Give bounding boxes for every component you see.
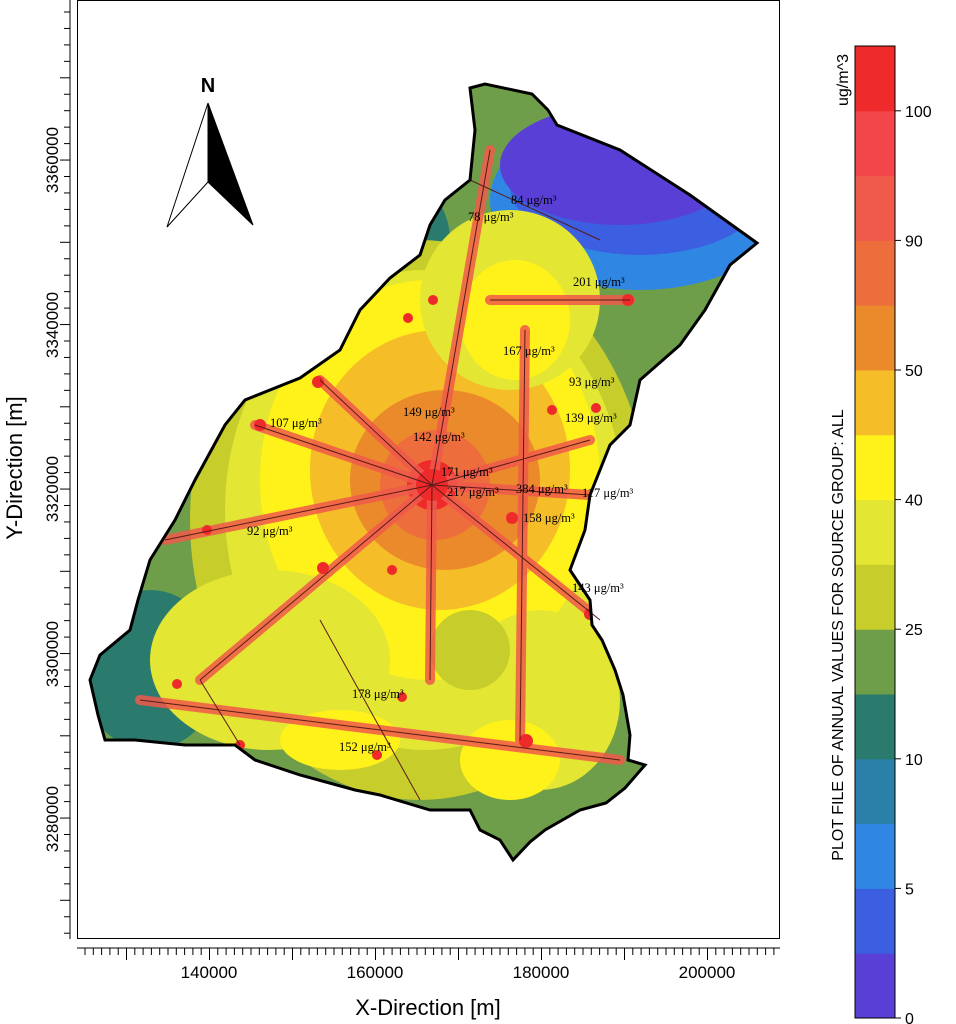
legend-band bbox=[855, 499, 895, 565]
annotation-label: 139 μg/m³ bbox=[565, 411, 617, 425]
legend-band bbox=[855, 434, 895, 501]
legend-band bbox=[855, 46, 895, 112]
y-axis: 3360000 3340000 3320000 3300000 3280000 … bbox=[2, 0, 71, 939]
legend-band bbox=[855, 305, 895, 371]
y-tick-label: 3340000 bbox=[43, 292, 62, 358]
annotation-label: 93 μg/m³ bbox=[569, 375, 615, 389]
legend-band bbox=[855, 370, 895, 436]
annotation-label: 152 μg/m³ bbox=[339, 740, 391, 754]
north-arrow-icon: N bbox=[166, 75, 254, 228]
y-tick-label: 3360000 bbox=[43, 127, 62, 193]
legend-tick-label: 50 bbox=[905, 363, 923, 380]
legend-band bbox=[855, 953, 895, 1019]
x-axis: 140000 160000 180000 200000 X-Direction … bbox=[77, 947, 780, 1020]
legend-title: PLOT FILE OF ANNUAL VALUES FOR SOURCE GR… bbox=[830, 409, 847, 860]
annotation-labels: 84 μg/m³ 78 μg/m³ 201 μg/m³ 167 μg/m³ 93… bbox=[247, 193, 634, 754]
annotation-label: 107 μg/m³ bbox=[270, 416, 322, 430]
annotation-label: 78 μg/m³ bbox=[468, 210, 514, 224]
annotation-label: 143 μg/m³ bbox=[572, 581, 624, 595]
road-network bbox=[139, 149, 630, 801]
legend-band bbox=[855, 240, 895, 306]
legend-band bbox=[855, 629, 895, 695]
annotation-label: 384 μg/m³ bbox=[516, 482, 568, 496]
legend-unit: ug/m^3 bbox=[835, 54, 852, 106]
legend-band bbox=[855, 694, 895, 760]
annotation-label: 92 μg/m³ bbox=[247, 524, 293, 538]
legend-color-bar bbox=[855, 46, 895, 1019]
legend-tick-label: 100 bbox=[905, 104, 932, 121]
annotation-label: 171 μg/m³ bbox=[441, 465, 493, 479]
annotation-label: 201 μg/m³ bbox=[573, 275, 625, 289]
annotation-label: 117 μg/m³ bbox=[582, 486, 634, 500]
annotation-label: 149 μg/m³ bbox=[403, 405, 455, 419]
legend-band bbox=[855, 564, 895, 630]
y-axis-title: Y-Direction [m] bbox=[2, 396, 27, 539]
annotation-label: 178 μg/m³ bbox=[352, 687, 404, 701]
annotation-label: 84 μg/m³ bbox=[511, 193, 557, 207]
legend-tick-label: 0 bbox=[905, 1011, 914, 1024]
legend-band bbox=[855, 823, 895, 889]
legend-band bbox=[855, 175, 895, 241]
annotation-label: 158 μg/m³ bbox=[523, 511, 575, 525]
north-arrow-label: N bbox=[201, 75, 215, 97]
y-tick-label: 3300000 bbox=[43, 621, 62, 687]
legend-band bbox=[855, 110, 895, 177]
legend: ug/m^3 PLOT FILE OF ANNUAL VALUES FOR SO… bbox=[830, 45, 932, 1024]
x-axis-title: X-Direction [m] bbox=[355, 995, 500, 1020]
x-tick-label: 200000 bbox=[679, 963, 736, 982]
legend-band bbox=[855, 758, 895, 825]
legend-tick-label: 40 bbox=[905, 493, 923, 510]
x-tick-label: 160000 bbox=[347, 963, 404, 982]
legend-band bbox=[855, 888, 895, 954]
x-tick-label: 140000 bbox=[181, 963, 238, 982]
x-tick-label: 180000 bbox=[513, 963, 570, 982]
annotation-label: 167 μg/m³ bbox=[503, 344, 555, 358]
y-tick-label: 3280000 bbox=[43, 786, 62, 852]
legend-tick-label: 5 bbox=[905, 881, 914, 898]
annotation-label: 142 μg/m³ bbox=[413, 430, 465, 444]
legend-tick-label: 25 bbox=[905, 622, 923, 639]
legend-tick-label: 10 bbox=[905, 752, 923, 769]
y-tick-label: 3320000 bbox=[43, 456, 62, 522]
legend-tick-label: 90 bbox=[905, 233, 923, 250]
annotation-label: 217 μg/m³ bbox=[447, 485, 499, 499]
